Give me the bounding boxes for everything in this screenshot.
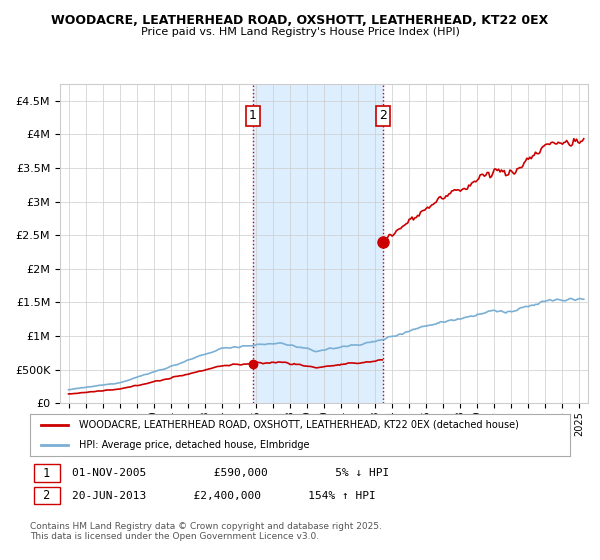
Text: 20-JUN-2013       £2,400,000       154% ↑ HPI: 20-JUN-2013 £2,400,000 154% ↑ HPI bbox=[72, 491, 376, 501]
Text: 1: 1 bbox=[36, 466, 58, 480]
Text: HPI: Average price, detached house, Elmbridge: HPI: Average price, detached house, Elmb… bbox=[79, 440, 309, 450]
Bar bbox=[253, 84, 383, 403]
Text: 1: 1 bbox=[249, 109, 257, 123]
Text: Price paid vs. HM Land Registry's House Price Index (HPI): Price paid vs. HM Land Registry's House … bbox=[140, 27, 460, 37]
Text: 01-NOV-2005          £590,000          5% ↓ HPI: 01-NOV-2005 £590,000 5% ↓ HPI bbox=[72, 468, 389, 478]
Text: 2: 2 bbox=[36, 489, 58, 502]
Text: WOODACRE, LEATHERHEAD ROAD, OXSHOTT, LEATHERHEAD, KT22 0EX (detached house): WOODACRE, LEATHERHEAD ROAD, OXSHOTT, LEA… bbox=[79, 420, 518, 430]
Text: Contains HM Land Registry data © Crown copyright and database right 2025.
This d: Contains HM Land Registry data © Crown c… bbox=[30, 522, 382, 542]
Text: 2: 2 bbox=[379, 109, 387, 123]
Text: WOODACRE, LEATHERHEAD ROAD, OXSHOTT, LEATHERHEAD, KT22 0EX: WOODACRE, LEATHERHEAD ROAD, OXSHOTT, LEA… bbox=[52, 14, 548, 27]
